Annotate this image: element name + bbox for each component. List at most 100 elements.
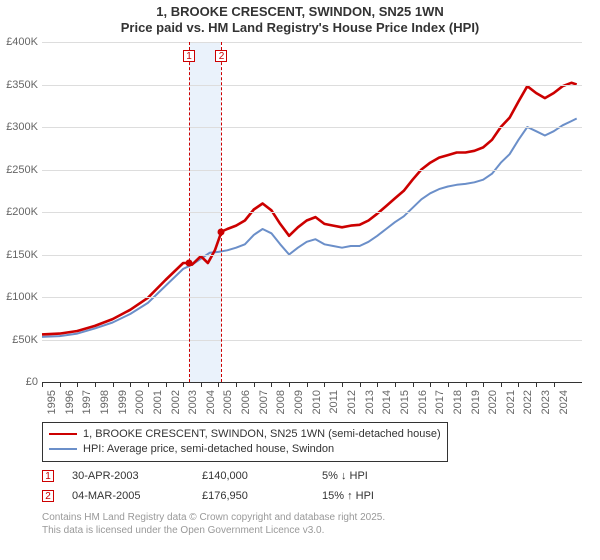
x-tick-label: 2003 [187,390,199,422]
gridline [42,255,582,256]
x-tick [466,382,467,387]
x-tick [483,382,484,387]
y-tick-label: £0 [0,376,38,388]
legend-label-price: 1, BROOKE CRESCENT, SWINDON, SN25 1WN (s… [83,427,441,442]
x-tick-label: 1995 [46,390,58,422]
event-marker: 1 [183,50,195,62]
gridline [42,42,582,43]
x-tick-label: 2001 [152,390,164,422]
x-tick-label: 2015 [399,390,411,422]
x-tick [554,382,555,387]
x-tick [130,382,131,387]
x-tick [448,382,449,387]
legend-row-hpi: HPI: Average price, semi-detached house,… [49,442,441,457]
chart-title: 1, BROOKE CRESCENT, SWINDON, SN25 1WN Pr… [0,0,600,37]
legend: 1, BROOKE CRESCENT, SWINDON, SN25 1WN (s… [42,422,448,462]
x-tick [360,382,361,387]
x-tick-label: 2002 [170,390,182,422]
y-tick-label: £150K [0,249,38,261]
x-tick-label: 1997 [81,390,93,422]
record-row-2: 2 04-MAR-2005 £176,950 15% ↑ HPI [42,486,442,506]
x-tick [324,382,325,387]
record-price-2: £176,950 [202,490,322,502]
x-tick-label: 2020 [487,390,499,422]
chart-title-line2: Price paid vs. HM Land Registry's House … [0,20,600,36]
chart-root: { "title": { "line1": "1, BROOKE CRESCEN… [0,0,600,560]
x-tick [501,382,502,387]
legend-row-price: 1, BROOKE CRESCENT, SWINDON, SN25 1WN (s… [49,427,441,442]
footer-line1: Contains HM Land Registry data © Crown c… [42,512,385,525]
x-tick [413,382,414,387]
record-marker-2: 2 [42,490,54,502]
x-tick-label: 2016 [417,390,429,422]
x-tick-label: 2024 [558,390,570,422]
x-tick-label: 2007 [258,390,270,422]
y-tick-label: £200K [0,206,38,218]
x-tick [77,382,78,387]
x-tick-label: 2004 [205,390,217,422]
x-tick [166,382,167,387]
legend-swatch-price [49,433,77,435]
gridline [42,340,582,341]
gridline [42,170,582,171]
x-tick [271,382,272,387]
x-tick-label: 1998 [99,390,111,422]
record-date-2: 04-MAR-2005 [72,490,202,502]
y-tick-label: £300K [0,121,38,133]
x-tick [42,382,43,387]
chart-title-line1: 1, BROOKE CRESCENT, SWINDON, SN25 1WN [0,4,600,20]
x-tick [289,382,290,387]
x-tick [395,382,396,387]
x-tick-label: 2011 [328,390,340,422]
x-tick-label: 2023 [540,390,552,422]
records-table: 1 30-APR-2003 £140,000 5% ↓ HPI 2 04-MAR… [42,466,442,506]
gridline [42,85,582,86]
x-tick [236,382,237,387]
event-dashed-line [221,42,222,382]
gridline [42,127,582,128]
footer-line2: This data is licensed under the Open Gov… [42,525,385,538]
x-tick-label: 1999 [117,390,129,422]
record-delta-1: 5% ↓ HPI [322,470,442,482]
x-tick-label: 2018 [452,390,464,422]
x-tick-label: 2008 [275,390,287,422]
record-date-1: 30-APR-2003 [72,470,202,482]
event-marker: 2 [215,50,227,62]
legend-label-hpi: HPI: Average price, semi-detached house,… [83,442,334,457]
x-tick [218,382,219,387]
x-tick [430,382,431,387]
gridline [42,297,582,298]
x-tick-label: 2010 [311,390,323,422]
x-tick-label: 2013 [364,390,376,422]
x-tick-label: 2006 [240,390,252,422]
x-tick-label: 2022 [522,390,534,422]
x-tick [201,382,202,387]
x-tick [183,382,184,387]
data-point [186,260,193,267]
x-tick-label: 2017 [434,390,446,422]
x-tick-label: 2014 [381,390,393,422]
event-dashed-line [189,42,190,382]
legend-swatch-hpi [49,448,77,450]
x-tick-label: 2021 [505,390,517,422]
x-tick [518,382,519,387]
x-tick-label: 2009 [293,390,305,422]
gridline [42,212,582,213]
footer: Contains HM Land Registry data © Crown c… [42,512,385,537]
y-tick-label: £50K [0,334,38,346]
x-tick [148,382,149,387]
record-delta-2: 15% ↑ HPI [322,490,442,502]
x-tick-label: 2012 [346,390,358,422]
x-tick-label: 2005 [222,390,234,422]
x-tick-label: 1996 [64,390,76,422]
x-tick [60,382,61,387]
record-marker-1: 1 [42,470,54,482]
x-tick-label: 2000 [134,390,146,422]
x-tick-label: 2019 [470,390,482,422]
y-tick-label: £400K [0,36,38,48]
x-tick [254,382,255,387]
plot-area [42,42,582,382]
x-tick [342,382,343,387]
x-tick [307,382,308,387]
series-line-hpi [42,119,577,337]
